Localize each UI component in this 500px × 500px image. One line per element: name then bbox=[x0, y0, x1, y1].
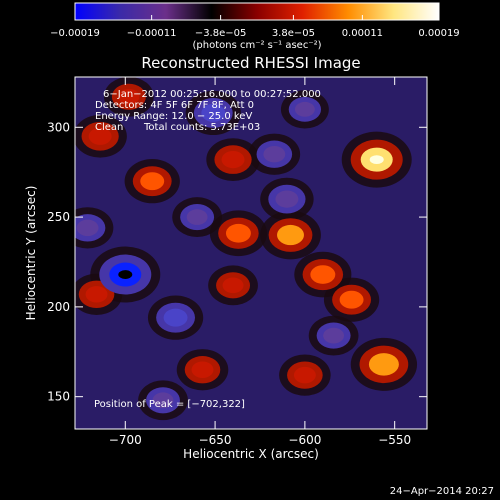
x-tick-label: −550 bbox=[378, 433, 411, 447]
y-tick-label: 200 bbox=[47, 300, 70, 314]
colorbar-tick-label: 0.00019 bbox=[418, 28, 459, 39]
colorbar-tick-label: 3.8e−05 bbox=[272, 28, 315, 39]
chart-title: Reconstructed RHESSI Image bbox=[141, 54, 360, 72]
plot-frame bbox=[74, 76, 428, 430]
x-tick-label: −600 bbox=[288, 433, 321, 447]
heatmap-core bbox=[118, 88, 140, 105]
colorbar-tick-label: 0.00011 bbox=[342, 28, 383, 39]
heatmap-extremum bbox=[118, 270, 133, 279]
annotation-time-range: 6−Jan−2012 00:25:16.000 to 00:27:52.000 bbox=[103, 89, 321, 100]
heatmap-core bbox=[88, 127, 112, 145]
colorbar-ticks bbox=[74, 15, 440, 20]
footer-date: 24−Apr−2014 20:27 bbox=[390, 486, 494, 497]
x-tick-label: −700 bbox=[109, 433, 142, 447]
annotation-total-counts: Total counts: 5.73E+03 bbox=[143, 122, 260, 133]
heatmap-core bbox=[221, 151, 245, 169]
heatmap-core bbox=[201, 103, 226, 122]
heatmap-core bbox=[368, 353, 399, 376]
annotation-peak: Position of Peak = [−702,322] bbox=[94, 399, 245, 410]
heatmap-core bbox=[191, 361, 214, 378]
heatmap-core bbox=[294, 101, 315, 117]
heatmap-core bbox=[275, 190, 299, 208]
heatmap-core bbox=[263, 146, 286, 163]
colorbar-tick-label: −0.00011 bbox=[127, 28, 177, 39]
heatmap-extremum bbox=[369, 155, 384, 165]
heatmap bbox=[75, 77, 418, 421]
heatmap-core bbox=[225, 223, 251, 243]
heatmap-core bbox=[277, 224, 304, 246]
heatmap-core bbox=[163, 308, 188, 327]
axis-tick-labels: −700 −650 −600 −550 150 200 250 300 bbox=[47, 120, 411, 447]
y-tick-label: 150 bbox=[47, 390, 70, 404]
colorbar bbox=[74, 2, 440, 21]
heatmap-core bbox=[222, 277, 244, 294]
colorbar-tick-label: −3.8e−05 bbox=[195, 28, 247, 39]
heatmap-core bbox=[152, 392, 174, 409]
y-tick-label: 250 bbox=[47, 210, 70, 224]
heatmap-core bbox=[293, 366, 316, 384]
heatmap-core bbox=[140, 172, 165, 191]
heatmap-core bbox=[310, 265, 336, 284]
annotation-detectors: Detectors: 4F 5F 6F 7F 8F, Att 0 bbox=[95, 100, 254, 111]
y-axis-label: Heliocentric Y (arcsec) bbox=[24, 186, 38, 321]
annotation-algorithm: Clean bbox=[95, 122, 123, 133]
colorbar-tick-label: −0.00019 bbox=[50, 28, 100, 39]
heatmap-core bbox=[76, 219, 99, 237]
annotation-energy-range: Energy Range: 12.0 − 25.0 keV bbox=[95, 111, 252, 122]
colorbar-tick-labels: −0.00019 −0.00011 −3.8e−05 3.8e−05 0.00011 0.… bbox=[50, 28, 460, 39]
colorbar-label: (photons cm⁻² s⁻¹ asec⁻²) bbox=[192, 40, 321, 51]
x-axis-label: Heliocentric X (arcsec) bbox=[183, 447, 319, 461]
y-tick-label: 300 bbox=[47, 120, 70, 134]
axis-ticks bbox=[75, 77, 427, 429]
heatmap-core bbox=[323, 327, 345, 344]
heatmap-core bbox=[339, 290, 364, 309]
heatmap-core bbox=[186, 209, 208, 225]
x-tick-label: −650 bbox=[199, 433, 232, 447]
heatmap-core bbox=[85, 286, 108, 303]
